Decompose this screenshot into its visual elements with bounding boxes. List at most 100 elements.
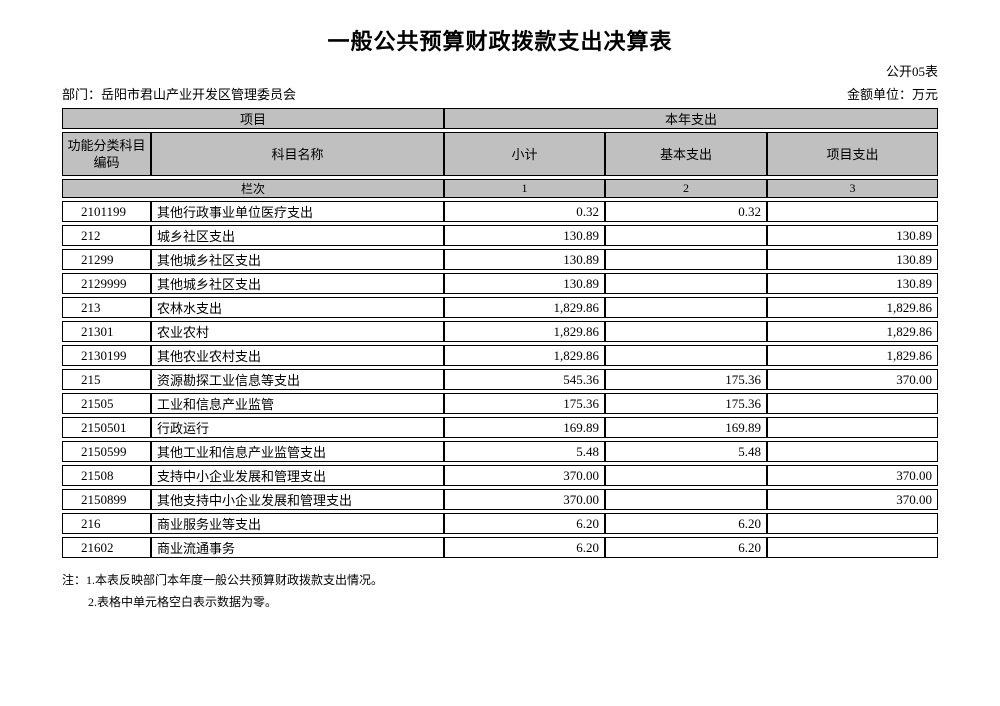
cell-name: 商业流通事务 [151,537,445,558]
header-col-name: 科目名称 [151,132,445,176]
cell-subtotal: 130.89 [444,249,606,270]
cell-project [767,393,939,414]
note-text-1: 1.本表反映部门本年度一般公共预算财政拨款支出情况。 [86,573,384,587]
table-row: 2130199 其他农业农村支出 1,829.86 1,829.86 [62,345,939,366]
cell-code: 213 [62,297,151,318]
cell-code: 2129999 [62,273,151,294]
cell-subtotal: 0.32 [444,201,606,222]
cell-code: 2101199 [62,201,151,222]
header-colnum-2: 2 [605,179,768,198]
cell-subtotal: 545.36 [444,369,606,390]
cell-basic [605,225,768,246]
cell-basic: 175.36 [605,393,768,414]
cell-name: 其他农业农村支出 [151,345,445,366]
note-prefix: 注： [62,573,87,587]
cell-name: 其他支持中小企业发展和管理支出 [151,489,445,510]
cell-code: 21508 [62,465,151,486]
cell-name: 支持中小企业发展和管理支出 [151,465,445,486]
header-col-project: 项目支出 [767,132,939,176]
table-row: 212 城乡社区支出 130.89 130.89 [62,225,939,246]
table-row: 2101199 其他行政事业单位医疗支出 0.32 0.32 [62,201,939,222]
cell-code: 2150899 [62,489,151,510]
table-row: 21602 商业流通事务 6.20 6.20 [62,537,939,558]
cell-code: 21602 [62,537,151,558]
cell-basic [605,297,768,318]
cell-basic [605,345,768,366]
cell-project: 370.00 [767,489,939,510]
header-group-year: 本年支出 [444,108,939,129]
header-lanci-row: 栏次 1 2 3 [62,179,939,198]
cell-name: 其他城乡社区支出 [151,273,445,294]
page: 一般公共预算财政拨款支出决算表 公开05表 部门：岳阳市君山产业开发区管理委员会… [62,29,939,613]
cell-basic [605,273,768,294]
cell-project [767,201,939,222]
cell-basic: 6.20 [605,537,768,558]
table-row: 2150501 行政运行 169.89 169.89 [62,417,939,438]
header-group-project: 项目 [62,108,445,129]
unit-label: 金额单位：万元 [846,87,938,102]
department-label: 部门：岳阳市君山产业开发区管理委员会 [62,87,297,102]
form-number-label: 公开05表 [885,64,938,79]
cell-name: 农林水支出 [151,297,445,318]
cell-name: 城乡社区支出 [151,225,445,246]
note-line-2: 2.表格中单元格空白表示数据为零。 [62,591,938,613]
cell-basic: 169.89 [605,417,768,438]
cell-name: 工业和信息产业监管 [151,393,445,414]
header-col-code: 功能分类科目 编码 [62,132,151,176]
cell-basic: 6.20 [605,513,768,534]
cell-project: 1,829.86 [767,297,939,318]
cell-basic [605,249,768,270]
table-row: 2129999 其他城乡社区支出 130.89 130.89 [62,273,939,294]
cell-name: 商业服务业等支出 [151,513,445,534]
note-line-1: 注：1.本表反映部门本年度一般公共预算财政拨款支出情况。 [62,569,938,591]
table-row: 216 商业服务业等支出 6.20 6.20 [62,513,939,534]
cell-subtotal: 130.89 [444,273,606,294]
cell-subtotal: 370.00 [444,489,606,510]
page-title: 一般公共预算财政拨款支出决算表 [327,29,673,54]
cell-project: 130.89 [767,249,939,270]
cell-subtotal: 6.20 [444,513,606,534]
cell-name: 其他行政事业单位医疗支出 [151,201,445,222]
cell-code: 21299 [62,249,151,270]
table-row: 2150599 其他工业和信息产业监管支出 5.48 5.48 [62,441,939,462]
cell-code: 215 [62,369,151,390]
cell-basic [605,465,768,486]
cell-subtotal: 6.20 [444,537,606,558]
cell-subtotal: 1,829.86 [444,321,606,342]
cell-basic: 0.32 [605,201,768,222]
table-row: 21299 其他城乡社区支出 130.89 130.89 [62,249,939,270]
header-lanci: 栏次 [62,179,445,198]
header-colnum-3: 3 [767,179,939,198]
header-columns-row: 功能分类科目 编码 科目名称 小计 基本支出 项目支出 [62,132,939,176]
cell-project [767,417,939,438]
cell-subtotal: 169.89 [444,417,606,438]
cell-subtotal: 1,829.86 [444,297,606,318]
table-row: 2150899 其他支持中小企业发展和管理支出 370.00 370.00 [62,489,939,510]
table-body: 2101199 其他行政事业单位医疗支出 0.32 0.32 212 城乡社区支出 130.… [62,201,939,558]
cell-subtotal: 1,829.86 [444,345,606,366]
note-text-2: 2.表格中单元格空白表示数据为零。 [88,595,278,609]
cell-name: 资源勘探工业信息等支出 [151,369,445,390]
table-row: 215 资源勘探工业信息等支出 545.36 175.36 370.00 [62,369,939,390]
header-group-row: 项目 本年支出 [62,108,939,129]
cell-name: 其他工业和信息产业监管支出 [151,441,445,462]
header-col-subtotal: 小计 [444,132,606,176]
cell-basic: 5.48 [605,441,768,462]
cell-code: 212 [62,225,151,246]
cell-basic [605,489,768,510]
cell-project: 1,829.86 [767,321,939,342]
cell-subtotal: 5.48 [444,441,606,462]
cell-code: 2150501 [62,417,151,438]
table-header: 项目 本年支出 功能分类科目 编码 科目名称 小计 基本支出 项目支出 栏次 1… [62,108,939,198]
cell-project: 130.89 [767,225,939,246]
cell-project: 370.00 [767,369,939,390]
cell-subtotal: 370.00 [444,465,606,486]
cell-project: 130.89 [767,273,939,294]
cell-name: 农业农村 [151,321,445,342]
cell-project [767,513,939,534]
cell-code: 2150599 [62,441,151,462]
header-col-code-line2: 编码 [93,155,120,170]
cell-code: 21505 [62,393,151,414]
cell-code: 21301 [62,321,151,342]
table-row: 213 农林水支出 1,829.86 1,829.86 [62,297,939,318]
